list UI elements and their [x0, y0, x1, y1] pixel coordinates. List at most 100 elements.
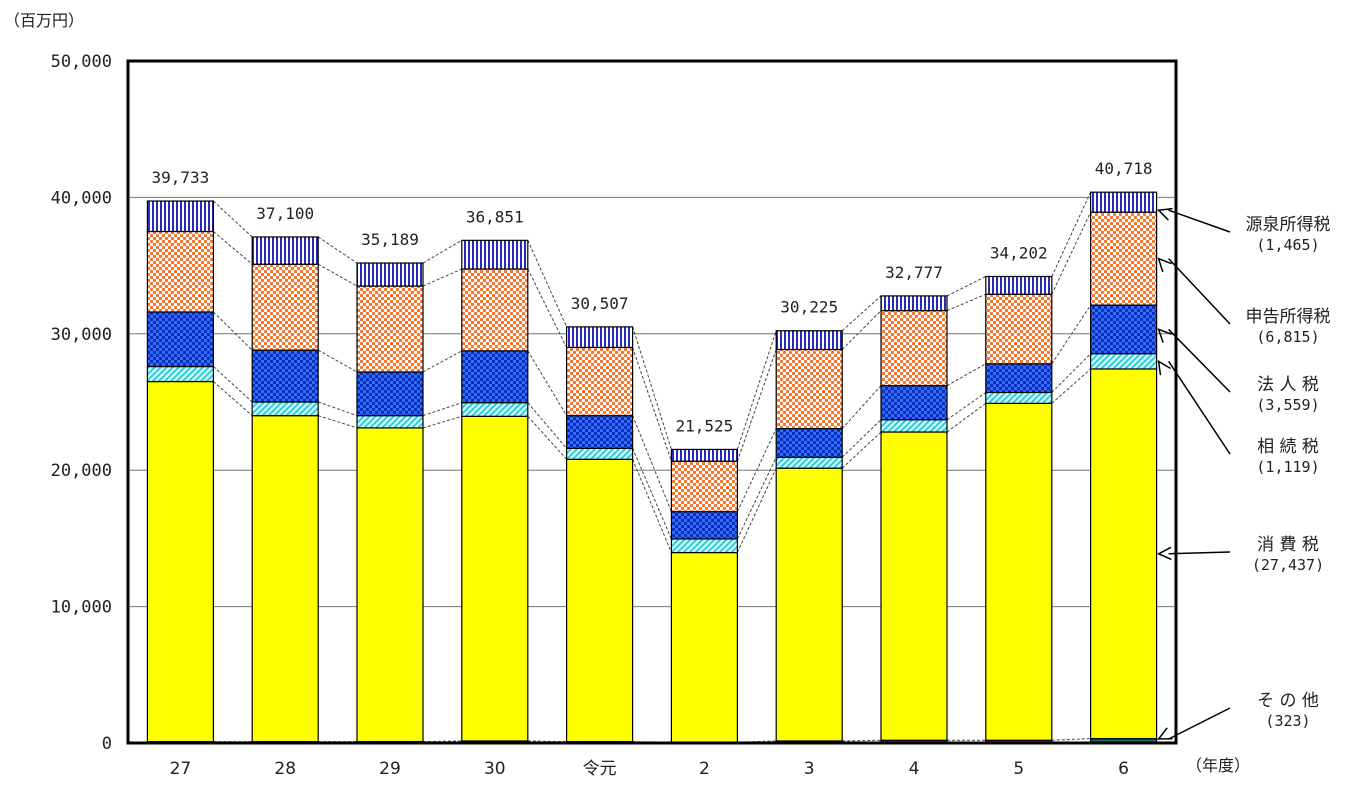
y-unit-label: （百万円）	[4, 11, 84, 30]
legend-arrowhead	[1156, 207, 1173, 221]
y-tick-label: 40,000	[51, 188, 112, 208]
connector-line	[841, 310, 882, 350]
connector-line	[213, 231, 253, 265]
bar-segment-5	[670, 460, 739, 513]
bar-segment-5	[775, 348, 843, 430]
x-tick-label: 29	[379, 759, 401, 779]
legend-value: (6,815)	[1256, 328, 1319, 346]
legend-name: 相 続 税	[1257, 437, 1319, 457]
connector-line	[1051, 304, 1092, 365]
total-label: 36,851	[466, 207, 524, 226]
connector-line	[318, 401, 358, 417]
bar-segment-4	[775, 427, 843, 458]
connector-line	[841, 385, 882, 429]
connector-line	[1051, 191, 1092, 277]
bar-segment-2	[670, 551, 739, 743]
connector-line	[317, 349, 358, 373]
legend-arrowhead	[1157, 257, 1172, 273]
bar-segment-3	[775, 456, 843, 469]
connector-line	[213, 366, 253, 403]
legend-name: 法 人 税	[1257, 375, 1319, 395]
bar-segment-5	[880, 310, 948, 387]
bar-segment-2	[880, 431, 948, 741]
legend-arrow	[1168, 258, 1231, 325]
y-tick-label: 0	[102, 734, 112, 754]
total-labels: 39,733 37,100 35,189 36,851 30,507 21,525 30,2…	[152, 159, 1153, 435]
legend-arrow	[1168, 707, 1231, 740]
connector-line	[1051, 353, 1091, 393]
bar-segment-4	[565, 415, 634, 449]
connector-line	[318, 415, 358, 429]
legend-name: 源泉所得税	[1246, 215, 1331, 235]
legend-value: (1,465)	[1256, 236, 1319, 254]
y-tick-label: 20,000	[51, 461, 112, 481]
legend-value: (3,559)	[1256, 396, 1319, 414]
x-tick-label: 28	[274, 759, 296, 779]
connector-line	[213, 381, 253, 417]
x-tick-label: 6	[1118, 759, 1129, 779]
bar-segment-2	[1089, 368, 1158, 740]
connector-line	[946, 293, 986, 312]
bar-segment-2	[775, 467, 843, 742]
bar-segment-6	[356, 262, 424, 287]
bar-segment-5	[1089, 211, 1158, 306]
legend-arrow	[1168, 328, 1231, 393]
legend-name: そ の 他	[1257, 691, 1319, 711]
x-tick-label: 3	[804, 759, 815, 779]
connector-line	[1051, 368, 1091, 404]
x-tick-label: 4	[909, 759, 920, 779]
legend-arrow	[1168, 209, 1231, 233]
bar-segment-4	[880, 385, 948, 421]
bar-segment-2	[461, 415, 529, 742]
bar-segment-5	[461, 268, 529, 352]
bar-segment-3	[880, 419, 948, 433]
connector-line	[736, 457, 777, 540]
legend-value: (1,119)	[1256, 458, 1319, 476]
bar-segment-6	[461, 239, 529, 270]
x-tick-label: 2	[699, 759, 710, 779]
bar-segment-4	[670, 511, 739, 540]
bar-segment-5	[146, 230, 214, 313]
bar-segment-4	[461, 350, 529, 404]
y-tick-label: 50,000	[51, 52, 112, 72]
connector-line	[946, 392, 987, 421]
legend-name: 申告所得税	[1246, 307, 1331, 327]
connector-line	[632, 448, 672, 540]
bar-segment-6	[775, 330, 843, 351]
bar-segment-6	[251, 236, 319, 265]
bar-segment-5	[356, 285, 424, 373]
connector-line	[946, 363, 987, 387]
connector-lines	[213, 191, 1092, 743]
legend-arrow	[1167, 360, 1231, 455]
y-axis-ticks: 50,000 40,000 30,000 20,000 10,000 0	[51, 52, 112, 754]
bar-segment-5	[251, 263, 319, 351]
bar-segment-2	[146, 380, 214, 743]
bar-segment-4	[251, 349, 319, 403]
connector-line	[317, 263, 358, 287]
connector-line	[422, 268, 463, 287]
bar-segment-3	[251, 401, 319, 417]
total-label: 30,225	[780, 298, 838, 317]
connector-line	[841, 419, 882, 458]
connector-line	[632, 347, 672, 462]
legend-value: (323)	[1265, 712, 1310, 730]
bar-segment-2	[251, 415, 319, 743]
bar-segment-3	[985, 391, 1053, 404]
connector-line	[422, 402, 462, 417]
legend-arrowhead	[1157, 359, 1172, 376]
bar-segment-3	[1089, 353, 1158, 370]
connector-line	[527, 402, 567, 449]
connector-line	[1051, 738, 1091, 741]
bar-segment-4	[985, 363, 1053, 394]
x-unit-label: （年度）	[1186, 756, 1250, 775]
x-tick-label: 令元	[583, 759, 617, 779]
bar-segment-2	[356, 427, 424, 743]
bar-segment-3	[461, 402, 529, 417]
connector-line	[842, 739, 882, 742]
bar-segment-4	[146, 311, 214, 368]
bar-segment-6	[985, 275, 1053, 295]
bar-segment-4	[356, 371, 424, 417]
connector-line	[736, 467, 777, 553]
connector-line	[736, 428, 777, 512]
